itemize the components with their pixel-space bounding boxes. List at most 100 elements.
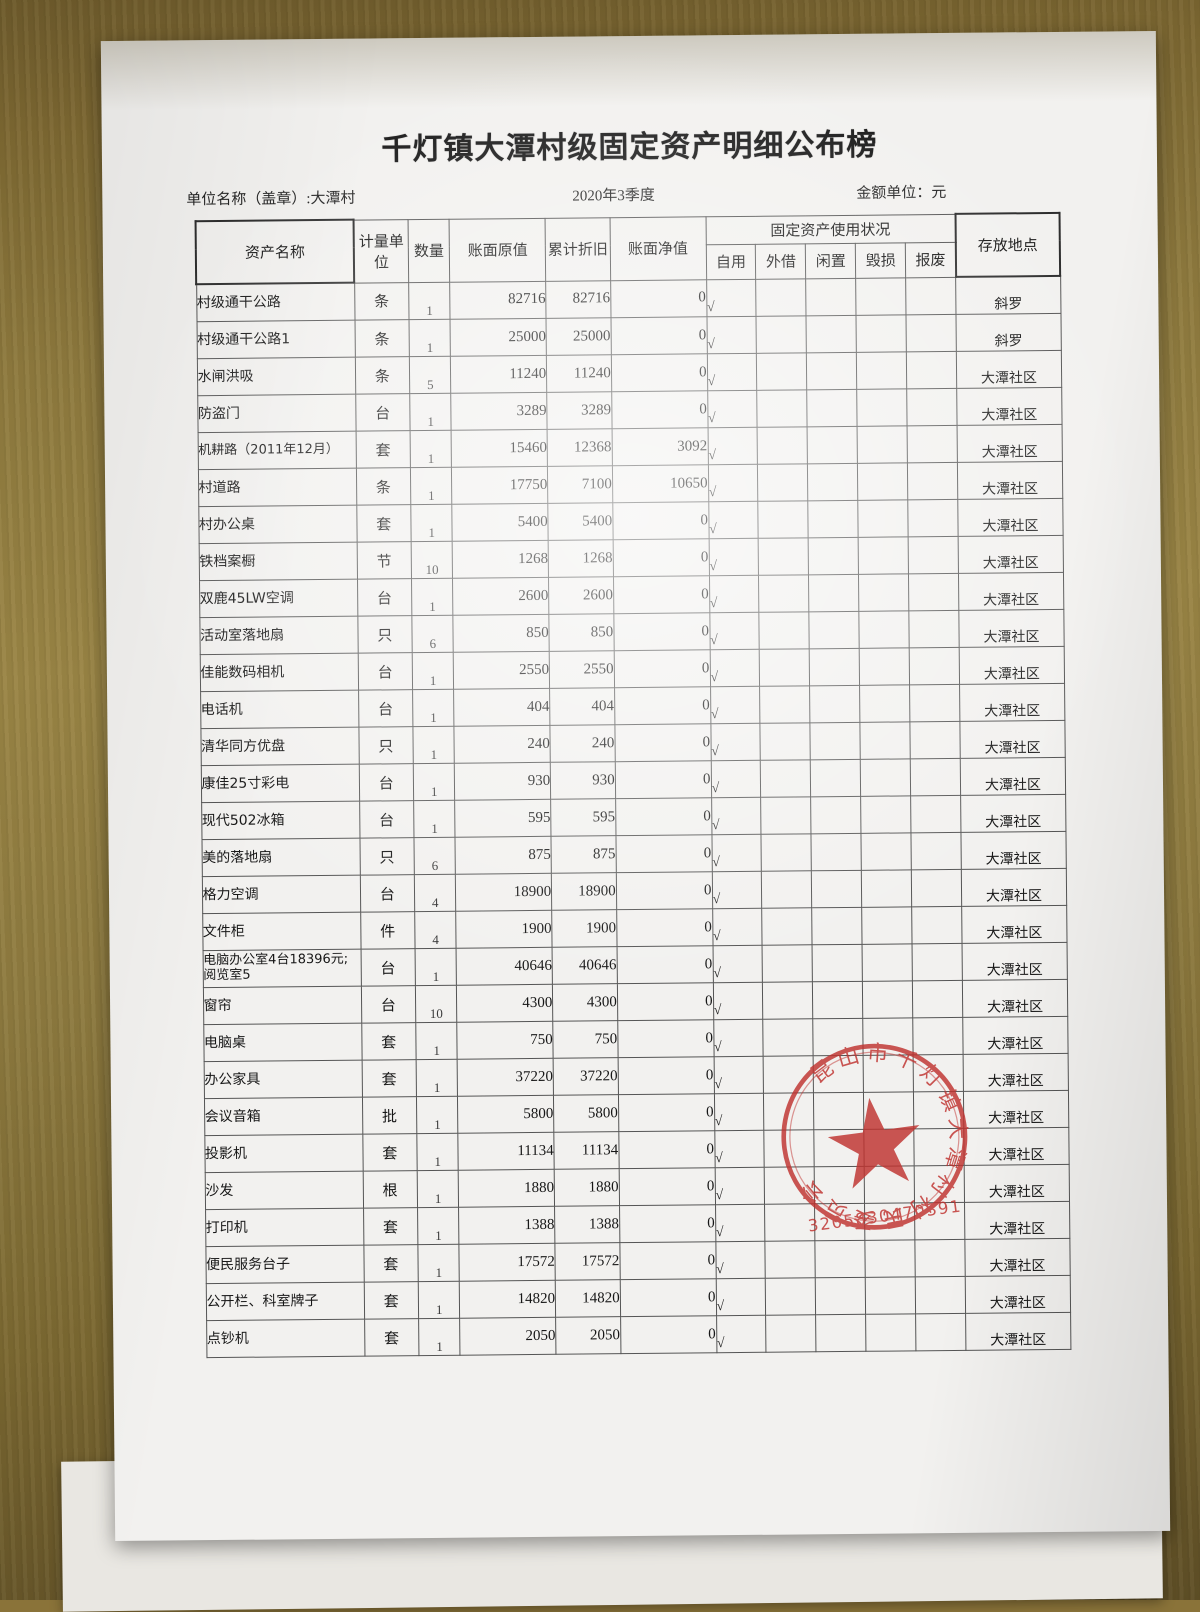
cell-usage-lent-checkbox[interactable]	[756, 315, 807, 354]
cell-usage-damaged-checkbox[interactable]	[861, 832, 912, 871]
cell-usage-lent-checkbox[interactable]	[765, 1277, 816, 1316]
cell-usage-scrapped-checkbox[interactable]	[907, 462, 959, 500]
cell-usage-lent-checkbox[interactable]	[761, 833, 812, 872]
cell-usage-self-checkbox[interactable]: √	[706, 316, 757, 354]
cell-usage-damaged-checkbox[interactable]	[857, 388, 908, 427]
cell-usage-lent-checkbox[interactable]	[762, 944, 813, 983]
cell-usage-lent-checkbox[interactable]	[765, 1240, 816, 1279]
cell-usage-damaged-checkbox[interactable]	[864, 1165, 915, 1204]
cell-usage-idle-checkbox[interactable]	[813, 1055, 864, 1093]
cell-usage-lent-checkbox[interactable]	[764, 1129, 815, 1168]
cell-usage-idle-checkbox[interactable]	[812, 944, 863, 982]
cell-usage-lent-checkbox[interactable]	[757, 389, 808, 428]
cell-usage-self-checkbox[interactable]: √	[712, 908, 763, 946]
cell-usage-damaged-checkbox[interactable]	[865, 1239, 916, 1278]
cell-usage-scrapped-checkbox[interactable]	[907, 425, 958, 463]
cell-usage-damaged-checkbox[interactable]	[857, 462, 909, 501]
cell-usage-idle-checkbox[interactable]	[814, 1166, 865, 1204]
cell-usage-scrapped-checkbox[interactable]	[915, 1239, 966, 1277]
cell-usage-idle-checkbox[interactable]	[814, 1203, 866, 1241]
cell-usage-lent-checkbox[interactable]	[760, 685, 811, 724]
cell-usage-lent-checkbox[interactable]	[764, 1203, 816, 1242]
cell-usage-lent-checkbox[interactable]	[761, 870, 813, 909]
cell-usage-idle-checkbox[interactable]	[807, 463, 859, 501]
cell-usage-scrapped-checkbox[interactable]	[909, 647, 960, 685]
cell-usage-idle-checkbox[interactable]	[808, 574, 860, 612]
cell-usage-idle-checkbox[interactable]	[813, 1018, 864, 1056]
cell-usage-self-checkbox[interactable]: √	[714, 1167, 765, 1205]
cell-usage-lent-checkbox[interactable]	[758, 537, 809, 576]
cell-usage-lent-checkbox[interactable]	[759, 648, 810, 687]
cell-usage-self-checkbox[interactable]: √	[709, 649, 761, 687]
cell-usage-scrapped-checkbox[interactable]	[912, 980, 964, 1018]
cell-usage-damaged-checkbox[interactable]	[856, 314, 907, 353]
cell-usage-damaged-checkbox[interactable]	[858, 573, 910, 612]
cell-usage-self-checkbox[interactable]: √	[708, 575, 760, 613]
cell-usage-scrapped-checkbox[interactable]	[913, 1017, 964, 1055]
cell-usage-idle-checkbox[interactable]	[810, 759, 861, 797]
cell-usage-damaged-checkbox[interactable]	[864, 1128, 915, 1167]
cell-usage-lent-checkbox[interactable]	[764, 1166, 815, 1205]
cell-usage-scrapped-checkbox[interactable]	[914, 1202, 966, 1240]
cell-usage-idle-checkbox[interactable]	[809, 648, 860, 686]
cell-usage-scrapped-checkbox[interactable]	[906, 351, 957, 389]
cell-usage-idle-checkbox[interactable]	[811, 870, 863, 908]
cell-usage-scrapped-checkbox[interactable]	[912, 943, 963, 981]
cell-usage-scrapped-checkbox[interactable]	[911, 832, 962, 870]
cell-usage-self-checkbox[interactable]: √	[712, 945, 763, 983]
cell-usage-idle-checkbox[interactable]	[809, 685, 861, 723]
cell-usage-self-checkbox[interactable]: √	[711, 871, 763, 909]
cell-usage-self-checkbox[interactable]: √	[707, 390, 758, 428]
cell-usage-self-checkbox[interactable]: √	[715, 1241, 766, 1279]
cell-usage-lent-checkbox[interactable]	[763, 1055, 814, 1094]
cell-usage-lent-checkbox[interactable]	[762, 907, 813, 946]
cell-usage-scrapped-checkbox[interactable]	[909, 684, 961, 722]
cell-usage-scrapped-checkbox[interactable]	[911, 869, 962, 907]
cell-usage-idle-checkbox[interactable]	[806, 315, 857, 353]
cell-usage-idle-checkbox[interactable]	[812, 981, 864, 1019]
cell-usage-scrapped-checkbox[interactable]	[913, 1054, 964, 1092]
cell-usage-lent-checkbox[interactable]	[756, 278, 807, 317]
cell-usage-idle-checkbox[interactable]	[810, 722, 861, 760]
cell-usage-scrapped-checkbox[interactable]	[910, 795, 962, 833]
cell-usage-idle-checkbox[interactable]	[815, 1314, 867, 1352]
cell-usage-scrapped-checkbox[interactable]	[910, 758, 961, 796]
cell-usage-scrapped-checkbox[interactable]	[908, 499, 959, 537]
cell-usage-scrapped-checkbox[interactable]	[909, 610, 960, 648]
cell-usage-self-checkbox[interactable]: √	[706, 278, 757, 317]
cell-usage-self-checkbox[interactable]: √	[710, 723, 761, 761]
cell-usage-scrapped-checkbox[interactable]	[910, 721, 961, 759]
cell-usage-lent-checkbox[interactable]	[763, 1092, 815, 1131]
cell-usage-self-checkbox[interactable]: √	[710, 686, 761, 724]
cell-usage-idle-checkbox[interactable]	[815, 1240, 866, 1278]
cell-usage-self-checkbox[interactable]: √	[714, 1130, 765, 1168]
cell-usage-idle-checkbox[interactable]	[809, 611, 860, 649]
cell-usage-self-checkbox[interactable]: √	[707, 427, 758, 465]
cell-usage-damaged-checkbox[interactable]	[857, 425, 908, 464]
cell-usage-self-checkbox[interactable]: √	[715, 1204, 766, 1242]
cell-usage-damaged-checkbox[interactable]	[863, 1091, 915, 1130]
cell-usage-self-checkbox[interactable]: √	[711, 797, 762, 835]
cell-usage-idle-checkbox[interactable]	[807, 426, 858, 464]
cell-usage-idle-checkbox[interactable]	[806, 277, 857, 316]
cell-usage-lent-checkbox[interactable]	[763, 1018, 814, 1057]
cell-usage-damaged-checkbox[interactable]	[865, 1276, 916, 1315]
cell-usage-self-checkbox[interactable]: √	[711, 834, 762, 872]
cell-usage-damaged-checkbox[interactable]	[859, 684, 911, 723]
cell-usage-idle-checkbox[interactable]	[814, 1129, 865, 1167]
cell-usage-damaged-checkbox[interactable]	[855, 277, 907, 316]
cell-usage-scrapped-checkbox[interactable]	[905, 276, 957, 315]
cell-usage-idle-checkbox[interactable]	[807, 389, 858, 427]
cell-usage-idle-checkbox[interactable]	[811, 833, 862, 871]
cell-usage-lent-checkbox[interactable]	[756, 352, 808, 391]
cell-usage-damaged-checkbox[interactable]	[856, 351, 908, 390]
cell-usage-idle-checkbox[interactable]	[815, 1277, 866, 1315]
cell-usage-scrapped-checkbox[interactable]	[906, 314, 957, 352]
cell-usage-damaged-checkbox[interactable]	[860, 758, 911, 797]
cell-usage-lent-checkbox[interactable]	[758, 500, 809, 539]
cell-usage-scrapped-checkbox[interactable]	[907, 388, 958, 426]
cell-usage-damaged-checkbox[interactable]	[864, 1202, 916, 1241]
cell-usage-lent-checkbox[interactable]	[761, 796, 812, 835]
cell-usage-lent-checkbox[interactable]	[758, 574, 810, 613]
cell-usage-idle-checkbox[interactable]	[813, 1092, 865, 1130]
